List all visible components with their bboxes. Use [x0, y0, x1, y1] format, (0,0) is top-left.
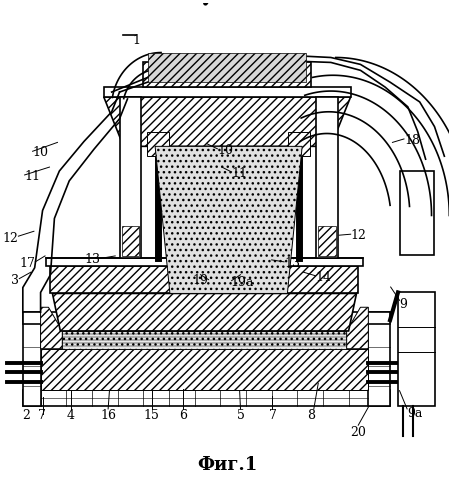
Bar — [23, 312, 390, 324]
Text: 7: 7 — [269, 409, 276, 422]
Text: 3: 3 — [11, 274, 19, 287]
Bar — [40, 348, 369, 390]
Text: 11: 11 — [232, 167, 248, 180]
Text: 13: 13 — [85, 254, 100, 266]
Bar — [23, 390, 390, 406]
Text: 15: 15 — [144, 409, 160, 422]
Text: 1: 1 — [132, 34, 140, 46]
Polygon shape — [104, 97, 351, 146]
Text: 18: 18 — [404, 134, 420, 147]
Bar — [318, 226, 336, 256]
Text: 8: 8 — [308, 409, 315, 422]
Text: 17: 17 — [19, 258, 35, 270]
Text: 9a: 9a — [407, 408, 423, 420]
Text: 4: 4 — [67, 409, 75, 422]
Text: 12: 12 — [351, 228, 367, 241]
Text: 13: 13 — [284, 258, 300, 270]
Text: 10: 10 — [217, 144, 234, 157]
Polygon shape — [53, 294, 356, 331]
Text: 14: 14 — [315, 270, 331, 283]
Bar — [23, 312, 40, 406]
Bar — [62, 331, 346, 348]
Bar — [288, 132, 310, 156]
Text: 19a: 19a — [231, 276, 254, 288]
Text: 16: 16 — [100, 409, 116, 422]
Bar — [400, 171, 435, 255]
Text: 9: 9 — [400, 298, 407, 311]
Bar — [369, 312, 390, 406]
Text: 11: 11 — [25, 170, 40, 183]
Bar — [143, 62, 311, 87]
Bar — [148, 52, 306, 82]
Bar — [316, 97, 338, 258]
Polygon shape — [346, 308, 369, 348]
Text: 19: 19 — [193, 274, 208, 287]
Polygon shape — [40, 308, 62, 348]
Bar — [45, 258, 364, 266]
Polygon shape — [155, 146, 302, 294]
Bar — [122, 226, 140, 256]
Text: 5: 5 — [237, 409, 244, 422]
Text: 2: 2 — [22, 409, 30, 422]
Bar — [120, 97, 141, 258]
Text: 12: 12 — [3, 232, 18, 244]
Text: 10: 10 — [32, 146, 49, 159]
Text: 6: 6 — [179, 409, 187, 422]
Text: 7: 7 — [37, 409, 45, 422]
Text: 20: 20 — [350, 426, 366, 439]
Bar — [104, 87, 351, 97]
Bar — [398, 292, 436, 406]
Polygon shape — [50, 266, 359, 293]
Text: Фиг.1: Фиг.1 — [197, 456, 257, 474]
Bar — [147, 132, 169, 156]
